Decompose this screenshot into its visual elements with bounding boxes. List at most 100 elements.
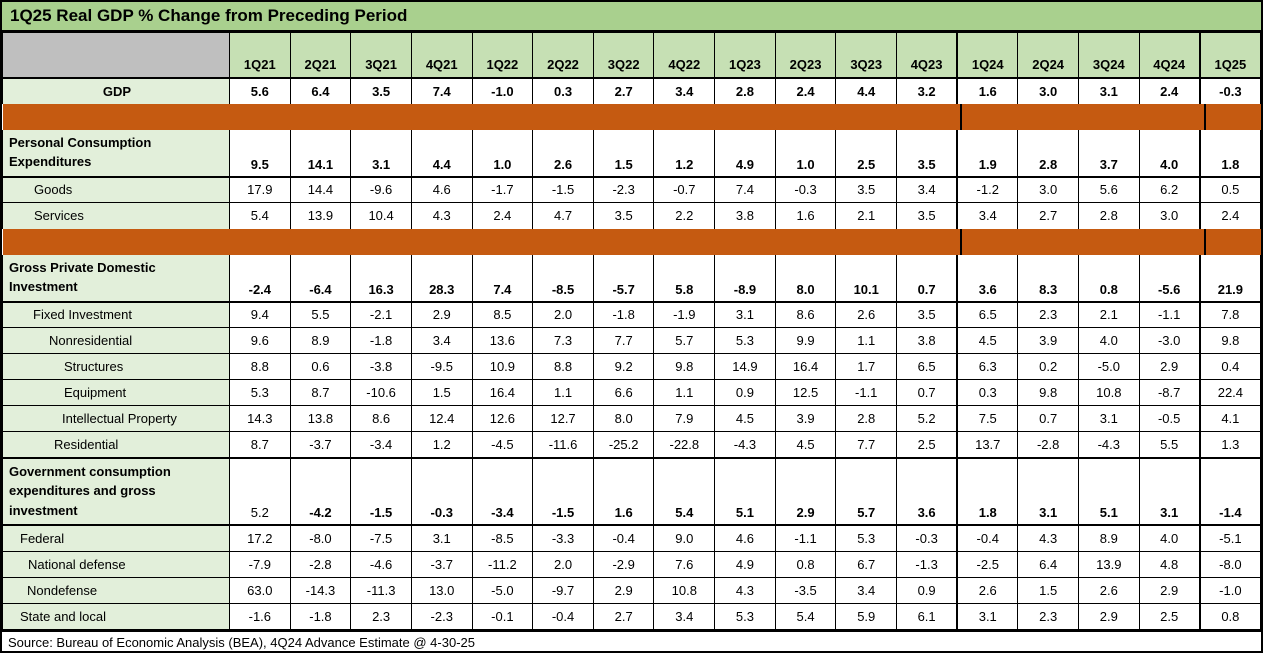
cell-nondefense-3q22: 2.9 xyxy=(592,576,655,604)
cell-intellectual-property-4q23: 5.2 xyxy=(896,405,958,432)
cell-residential-3q23: 7.7 xyxy=(835,431,898,459)
cell-goods-2q24: 3.0 xyxy=(1017,176,1079,203)
cell-intellectual-property-3q22: 8.0 xyxy=(592,405,655,432)
cell-nonresidential-2q21: 8.9 xyxy=(289,327,352,354)
cell-nonresidential-2q22: 7.3 xyxy=(532,327,594,354)
cell-structures-4q24: 2.9 xyxy=(1138,353,1201,380)
cell-gdp-1q22: -1.0 xyxy=(471,77,534,104)
cell-state-and-local-4q24: 2.5 xyxy=(1138,602,1201,630)
cell-nonresidential-1q23: 5.3 xyxy=(714,327,776,354)
column-header-2q23: 2Q23 xyxy=(774,32,837,79)
cell-intellectual-property-2q22: 12.7 xyxy=(532,405,594,432)
cell-services-3q22: 3.5 xyxy=(592,202,655,229)
cell-government-4q23: 3.6 xyxy=(896,457,958,526)
cell-state-and-local-3q21: 2.3 xyxy=(350,602,412,630)
cell-nondefense-4q22: 10.8 xyxy=(653,576,716,604)
cell-national-defense-1q23: 4.9 xyxy=(714,550,776,578)
cell-government-2q22: -1.5 xyxy=(532,457,594,526)
row-label-intellectual-property: Intellectual Property xyxy=(2,405,230,432)
cell-government-3q21: -1.5 xyxy=(350,457,412,526)
row-label-national-defense: National defense xyxy=(2,550,230,578)
cell-intellectual-property-3q23: 2.8 xyxy=(835,405,898,432)
cell-national-defense-2q24: 6.4 xyxy=(1017,550,1079,578)
row-label-gpdi: Gross Private Domestic Investment xyxy=(2,254,230,303)
cell-government-3q23: 5.7 xyxy=(835,457,898,526)
cell-nonresidential-3q21: -1.8 xyxy=(350,327,412,354)
cell-pce-4q23: 3.5 xyxy=(896,129,958,178)
cell-government-4q24: 3.1 xyxy=(1138,457,1201,526)
cell-federal-4q22: 9.0 xyxy=(653,524,716,552)
cell-gpdi-1q23: -8.9 xyxy=(714,254,776,303)
cell-nonresidential-4q24: -3.0 xyxy=(1138,327,1201,354)
column-header-1q21: 1Q21 xyxy=(229,32,291,79)
row-gdp: GDP 5.6 6.4 3.5 7.4 -1.0 0.3 2.7 3.4 2.8 2.4 4.4 3.2… xyxy=(2,77,1261,104)
cell-intellectual-property-4q22: 7.9 xyxy=(653,405,716,432)
cell-pce-4q22: 1.2 xyxy=(653,129,716,178)
cell-nonresidential-2q23: 9.9 xyxy=(774,327,837,354)
cell-gdp-1q23: 2.8 xyxy=(714,77,776,104)
cell-pce-3q24: 3.7 xyxy=(1077,129,1140,178)
cell-government-3q24: 5.1 xyxy=(1077,457,1140,526)
cell-residential-1q22: -4.5 xyxy=(471,431,534,459)
cell-state-and-local-2q21: -1.8 xyxy=(289,602,352,630)
cell-services-1q24: 3.4 xyxy=(956,202,1019,229)
cell-fixed-investment-3q23: 2.6 xyxy=(835,301,898,328)
cell-services-4q23: 3.5 xyxy=(896,202,958,229)
cell-goods-4q22: -0.7 xyxy=(653,176,716,203)
cell-state-and-local-1q23: 5.3 xyxy=(714,602,776,630)
cell-state-and-local-4q23: 6.1 xyxy=(896,602,958,630)
year-divider-line xyxy=(1203,228,1206,255)
cell-state-and-local-4q21: -2.3 xyxy=(410,602,473,630)
cell-equipment-2q23: 12.5 xyxy=(774,379,837,406)
cell-national-defense-2q22: 2.0 xyxy=(532,550,594,578)
cell-residential-2q21: -3.7 xyxy=(289,431,352,459)
cell-structures-2q23: 16.4 xyxy=(774,353,837,380)
cell-state-and-local-3q23: 5.9 xyxy=(835,602,898,630)
cell-nondefense-1q22: -5.0 xyxy=(471,576,534,604)
row-structures: Structures 8.8 0.6 -3.8 -9.5 10.9 8.8 9.2 9.8 14.… xyxy=(2,353,1261,380)
row-intellectual-property: Intellectual Property 14.3 13.8 8.6 12.4 12.6… xyxy=(2,405,1261,432)
cell-pce-1q22: 1.0 xyxy=(471,129,534,178)
cell-equipment-2q22: 1.1 xyxy=(532,379,594,406)
cell-nondefense-1q21: 63.0 xyxy=(229,576,291,604)
row-label-federal: Federal xyxy=(2,524,230,552)
cell-equipment-4q21: 1.5 xyxy=(410,379,473,406)
cell-national-defense-1q24: -2.5 xyxy=(956,550,1019,578)
cell-goods-3q21: -9.6 xyxy=(350,176,412,203)
column-header-2q22: 2Q22 xyxy=(532,32,594,79)
cell-gpdi-4q21: 28.3 xyxy=(410,254,473,303)
cell-intellectual-property-2q23: 3.9 xyxy=(774,405,837,432)
cell-fixed-investment-2q22: 2.0 xyxy=(532,301,594,328)
cell-fixed-investment-1q23: 3.1 xyxy=(714,301,776,328)
cell-equipment-3q24: 10.8 xyxy=(1077,379,1140,406)
cell-nondefense-4q23: 0.9 xyxy=(896,576,958,604)
cell-nondefense-3q23: 3.4 xyxy=(835,576,898,604)
cell-national-defense-4q21: -3.7 xyxy=(410,550,473,578)
year-divider-line xyxy=(959,228,962,255)
cell-goods-3q23: 3.5 xyxy=(835,176,898,203)
cell-gdp-3q23: 4.4 xyxy=(835,77,898,104)
cell-nondefense-1q23: 4.3 xyxy=(714,576,776,604)
cell-state-and-local-1q21: -1.6 xyxy=(229,602,291,630)
row-equipment: Equipment 5.3 8.7 -10.6 1.5 16.4 1.1 6.6 1.1 0.9 1… xyxy=(2,379,1261,406)
row-label-equipment: Equipment xyxy=(2,379,230,406)
row-label-structures: Structures xyxy=(2,353,230,380)
cell-gpdi-3q23: 10.1 xyxy=(835,254,898,303)
cell-structures-4q22: 9.8 xyxy=(653,353,716,380)
cell-state-and-local-1q25: 0.8 xyxy=(1198,602,1261,630)
cell-federal-3q22: -0.4 xyxy=(592,524,655,552)
cell-equipment-4q22: 1.1 xyxy=(653,379,716,406)
cell-federal-4q21: 3.1 xyxy=(410,524,473,552)
cell-gdp-2q23: 2.4 xyxy=(774,77,837,104)
cell-intellectual-property-2q24: 0.7 xyxy=(1017,405,1079,432)
cell-fixed-investment-4q21: 2.9 xyxy=(410,301,473,328)
cell-gpdi-3q24: 0.8 xyxy=(1077,254,1140,303)
cell-intellectual-property-1q21: 14.3 xyxy=(229,405,291,432)
cell-equipment-1q22: 16.4 xyxy=(471,379,534,406)
cell-nondefense-3q24: 2.6 xyxy=(1077,576,1140,604)
cell-federal-2q21: -8.0 xyxy=(289,524,352,552)
cell-gpdi-4q24: -5.6 xyxy=(1138,254,1201,303)
cell-equipment-1q25: 22.4 xyxy=(1198,379,1261,406)
cell-pce-3q23: 2.5 xyxy=(835,129,898,178)
cell-national-defense-3q23: 6.7 xyxy=(835,550,898,578)
